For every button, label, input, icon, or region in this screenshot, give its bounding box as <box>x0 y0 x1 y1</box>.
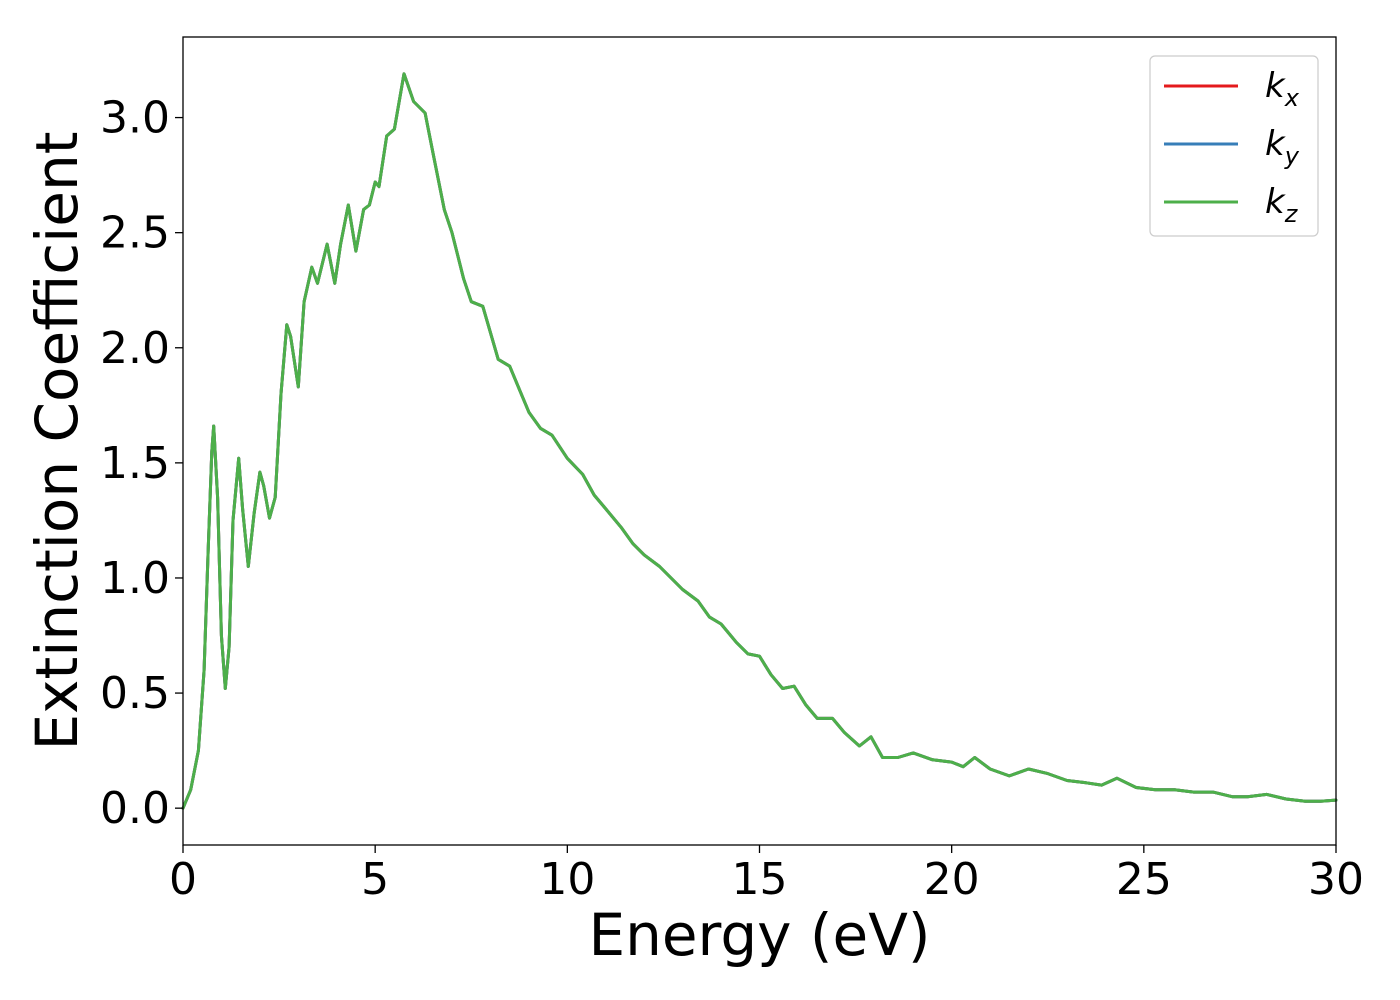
legend-label-main: k <box>1265 124 1286 164</box>
legend-label-subscript: x <box>1284 84 1300 112</box>
y-tick-label: 0.5 <box>100 668 170 719</box>
y-tick-label: 2.5 <box>100 208 170 259</box>
y-tick-label: 0.0 <box>100 783 170 834</box>
y-tick-label: 2.0 <box>100 323 170 374</box>
legend-label-subscript: z <box>1284 200 1299 228</box>
x-tick-label: 5 <box>361 854 389 905</box>
series-layer <box>181 72 1338 810</box>
legend-label-main: k <box>1265 182 1286 222</box>
y-axis: 0.0 0.5 1.0 1.5 2.0 2.5 3.0 <box>100 93 183 834</box>
x-tick-label: 25 <box>1116 854 1172 905</box>
x-tick-label: 0 <box>169 854 197 905</box>
y-tick-label: 3.0 <box>100 93 170 144</box>
x-tick-label: 30 <box>1308 854 1364 905</box>
legend-label-kx: kx <box>1265 66 1300 112</box>
legend-label-ky: ky <box>1265 124 1300 170</box>
y-tick-label: 1.5 <box>100 438 170 489</box>
x-tick-label: 15 <box>732 854 788 905</box>
series-line-kz <box>181 72 1338 810</box>
x-axis-label: Energy (eV) <box>588 901 930 969</box>
legend-label-subscript: y <box>1284 142 1300 170</box>
x-axis: 0 5 10 15 20 25 30 <box>169 845 1364 905</box>
x-tick-label: 20 <box>924 854 980 905</box>
legend-label-main: k <box>1265 66 1286 106</box>
y-axis-label: Extinction Coefficient <box>23 132 91 751</box>
legend-box <box>1149 55 1319 237</box>
legend-label-kz: kz <box>1265 182 1299 228</box>
y-tick-label: 1.0 <box>100 553 170 604</box>
x-tick-label: 10 <box>539 854 595 905</box>
